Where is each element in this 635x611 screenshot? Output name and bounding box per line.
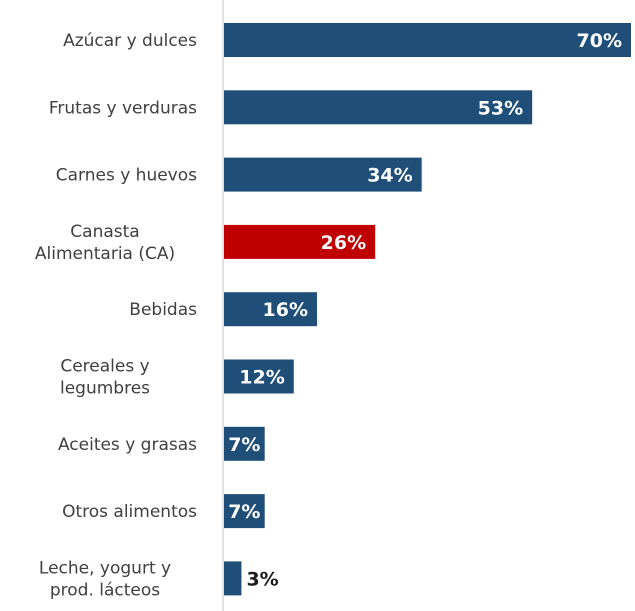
value-label: 70% bbox=[577, 30, 622, 52]
bar bbox=[224, 23, 631, 57]
bar bbox=[224, 90, 533, 125]
bar bbox=[224, 561, 242, 596]
value-label: 34% bbox=[367, 165, 412, 187]
category-label: Leche, yogurt y bbox=[39, 558, 171, 578]
category-label: Otros alimentos bbox=[62, 502, 197, 522]
value-label: 16% bbox=[263, 299, 308, 321]
category-label: Azúcar y dulces bbox=[63, 31, 197, 51]
bar bbox=[224, 494, 265, 529]
value-label: 53% bbox=[478, 97, 523, 119]
category-label: Carnes y huevos bbox=[56, 166, 197, 186]
category-label: prod. lácteos bbox=[50, 580, 160, 600]
value-label: 12% bbox=[239, 367, 284, 389]
value-label: 3% bbox=[246, 568, 278, 590]
bar bbox=[224, 359, 294, 394]
category-label: legumbres bbox=[60, 379, 150, 399]
category-label: Aceites y grasas bbox=[58, 435, 197, 455]
bar bbox=[224, 157, 422, 192]
category-label: Bebidas bbox=[129, 300, 197, 320]
value-label: 7% bbox=[228, 501, 260, 523]
category-label: Canasta bbox=[70, 222, 139, 242]
value-label: 26% bbox=[321, 232, 366, 254]
bar bbox=[224, 292, 318, 327]
category-label: Alimentaria (CA) bbox=[35, 244, 175, 264]
category-label: Frutas y verduras bbox=[49, 98, 197, 118]
bar bbox=[224, 426, 265, 461]
category-label: Cereales y bbox=[60, 357, 149, 377]
bar bbox=[224, 224, 376, 259]
value-label: 7% bbox=[228, 434, 260, 456]
